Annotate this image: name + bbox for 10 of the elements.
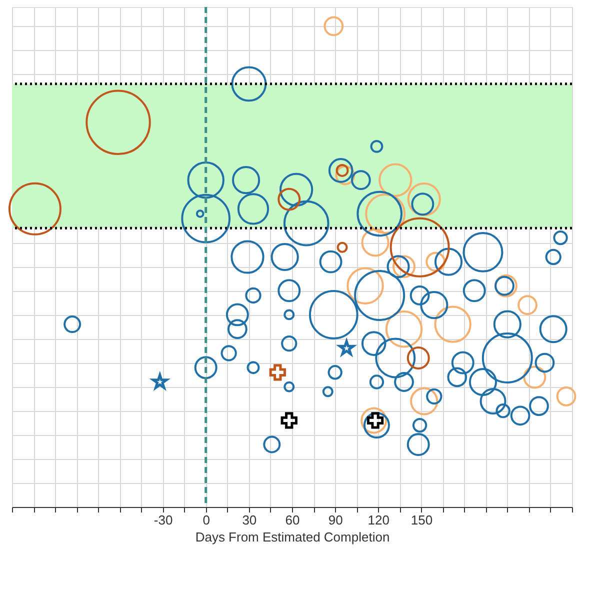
point bbox=[269, 364, 286, 381]
x-tick-label: 150 bbox=[410, 512, 433, 528]
x-tick-label: 60 bbox=[285, 512, 300, 528]
x-tick-label: 120 bbox=[368, 512, 390, 528]
point bbox=[280, 412, 298, 429]
x-tick-label: -30 bbox=[154, 512, 173, 528]
x-tick-label: 0 bbox=[202, 512, 210, 528]
x-tick-label: 90 bbox=[328, 512, 343, 528]
x-axis-title: Days From Estimated Completion bbox=[195, 530, 390, 544]
x-tick-label: 30 bbox=[242, 512, 257, 528]
